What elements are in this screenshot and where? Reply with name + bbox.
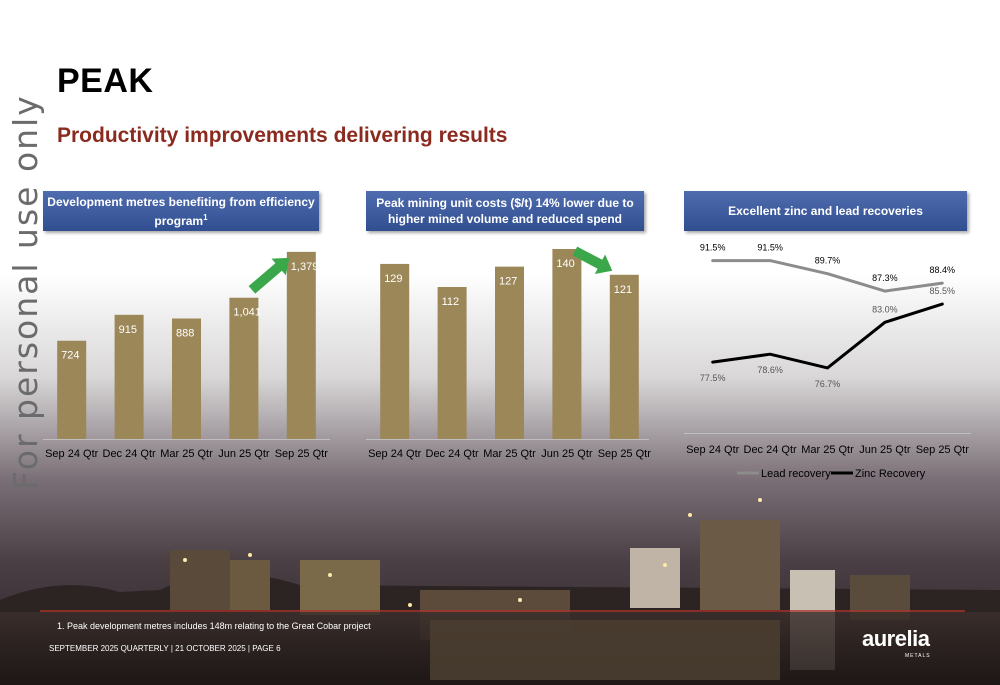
lead-data-label: 88.4% [930,265,956,275]
chart1-tick-label: Mar 25 Qtr [160,448,213,460]
chart3-title-text: Excellent zinc and lead recoveries [728,204,923,218]
chart1-bar [229,297,259,439]
chart3-tick-label: Dec 24 Qtr [744,444,798,456]
chart3-tick-label: Sep 25 Qtr [916,444,970,456]
chart1-tick-label: Dec 24 Qtr [103,448,157,460]
lead-data-label: 89.7% [815,256,841,266]
watermark-text: For personal use only [6,94,45,490]
zinc-legend-label: Zinc Recovery [855,468,926,480]
chart3-tick-label: Mar 25 Qtr [801,444,854,456]
chart2-bar [380,263,410,439]
chart2-bar [552,249,582,439]
aurelia-logo: aurelia METALS [862,622,962,662]
chart2-data-label: 121 [614,284,632,296]
lead-legend-label: Lead recovery [761,468,831,480]
chart2-tick-label: Dec 24 Qtr [426,448,480,460]
chart1-tick-label: Sep 24 Qtr [45,448,99,460]
chart1-bar [114,314,144,439]
chart1-bar [172,318,201,439]
logo-subtext: METALS [905,653,931,659]
chart2-data-label: 127 [499,276,517,288]
chart1-data-label: 915 [119,324,137,336]
zinc-data-label: 76.7% [815,379,841,389]
chart2-data-label: 112 [442,296,460,308]
chart2-tick-label: Sep 24 Qtr [368,448,422,460]
chart1-bar [57,340,87,439]
chart3-tick-label: Jun 25 Qtr [859,444,911,456]
zinc-data-label: 78.6% [757,365,783,375]
chart2-title: Peak mining unit costs ($/t) 14% lower d… [366,191,644,231]
lead-data-label: 87.3% [872,273,898,283]
zinc-data-label: 77.5% [700,373,726,383]
zinc-recovery-line [711,302,944,370]
chart1-data-label: 888 [176,327,194,339]
chart2-tick-label: Sep 25 Qtr [598,448,652,460]
chart1-data-label: 1,041 [233,307,261,319]
chart2-tick-label: Mar 25 Qtr [483,448,536,460]
chart3-title: Excellent zinc and lead recoveries [684,191,967,231]
chart1-title-footnote-marker: 1 [203,212,208,222]
chart2-tick-label: Jun 25 Qtr [541,448,593,460]
chart1-title: Development metres benefiting from effic… [43,191,319,231]
chart1-tick-label: Jun 25 Qtr [218,448,270,460]
chart2-bar [437,287,467,439]
footer-text: SEPTEMBER 2025 QUARTERLY | 21 OCTOBER 20… [49,644,281,653]
footnote: 1. Peak development metres includes 148m… [57,621,371,631]
lead-data-label: 91.5% [700,243,726,253]
chart1-data-label: 1,379 [291,261,319,273]
lead-recovery-line [711,259,944,293]
chart1-trend-arrow-icon [248,257,290,294]
zinc-data-label: 85.5% [930,286,956,296]
chart2-title-text: Peak mining unit costs ($/t) 14% lower d… [376,196,634,226]
zinc-data-label: 83.0% [872,304,898,314]
chart2-data-label: 140 [556,258,574,270]
chart2-bar [609,274,639,439]
chart1-tick-label: Sep 25 Qtr [275,448,329,460]
page-subtitle: Productivity improvements delivering res… [57,124,508,147]
lead-data-label: 91.5% [757,243,783,253]
page-title: PEAK [57,62,154,100]
chart3-tick-label: Sep 24 Qtr [686,444,740,456]
chart2-bar [495,266,524,439]
chart1-title-text: Development metres benefiting from effic… [47,194,315,228]
chart1-bar [286,251,316,439]
chart1-data-label: 724 [61,350,79,362]
chart2-trend-arrow-icon [572,246,613,274]
chart2-data-label: 129 [384,273,402,285]
logo-wordmark: aurelia [862,626,930,651]
